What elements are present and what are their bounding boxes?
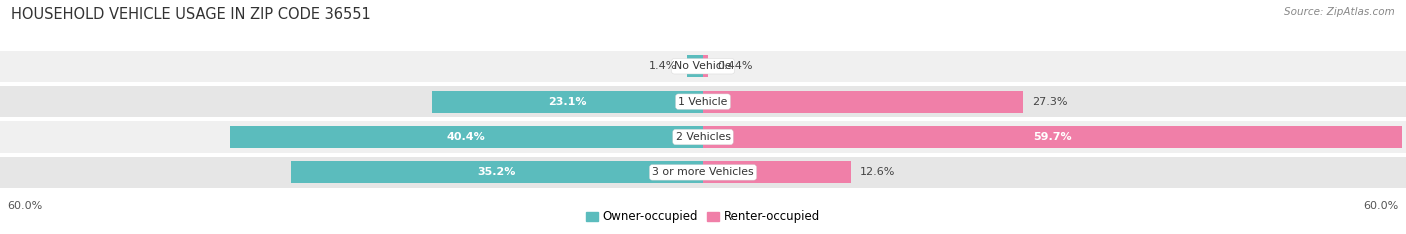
Bar (703, 91, 1024, 113)
Bar (0, 121, 1406, 153)
Text: HOUSEHOLD VEHICLE USAGE IN ZIP CODE 36551: HOUSEHOLD VEHICLE USAGE IN ZIP CODE 3655… (11, 7, 371, 22)
Bar (0, 157, 1406, 188)
Text: 12.6%: 12.6% (860, 167, 896, 177)
Text: 59.7%: 59.7% (1033, 132, 1071, 142)
Text: 1 Vehicle: 1 Vehicle (678, 97, 728, 107)
Bar (703, 126, 1403, 148)
Text: 60.0%: 60.0% (7, 201, 42, 211)
Bar (433, 91, 703, 113)
Bar (229, 126, 703, 148)
Bar (703, 55, 709, 77)
Bar (0, 51, 1406, 82)
Text: 40.4%: 40.4% (447, 132, 485, 142)
Text: 2 Vehicles: 2 Vehicles (675, 132, 731, 142)
Text: 35.2%: 35.2% (478, 167, 516, 177)
Bar (703, 161, 851, 183)
Bar (291, 161, 703, 183)
Text: 23.1%: 23.1% (548, 97, 586, 107)
Text: 1.4%: 1.4% (648, 61, 678, 71)
Text: Source: ZipAtlas.com: Source: ZipAtlas.com (1284, 7, 1395, 17)
Text: 0.44%: 0.44% (717, 61, 754, 71)
Text: 27.3%: 27.3% (1032, 97, 1067, 107)
Text: 60.0%: 60.0% (1364, 201, 1399, 211)
Text: No Vehicle: No Vehicle (675, 61, 731, 71)
Bar (0, 86, 1406, 117)
Text: 3 or more Vehicles: 3 or more Vehicles (652, 167, 754, 177)
Bar (686, 55, 703, 77)
Legend: Owner-occupied, Renter-occupied: Owner-occupied, Renter-occupied (581, 206, 825, 228)
